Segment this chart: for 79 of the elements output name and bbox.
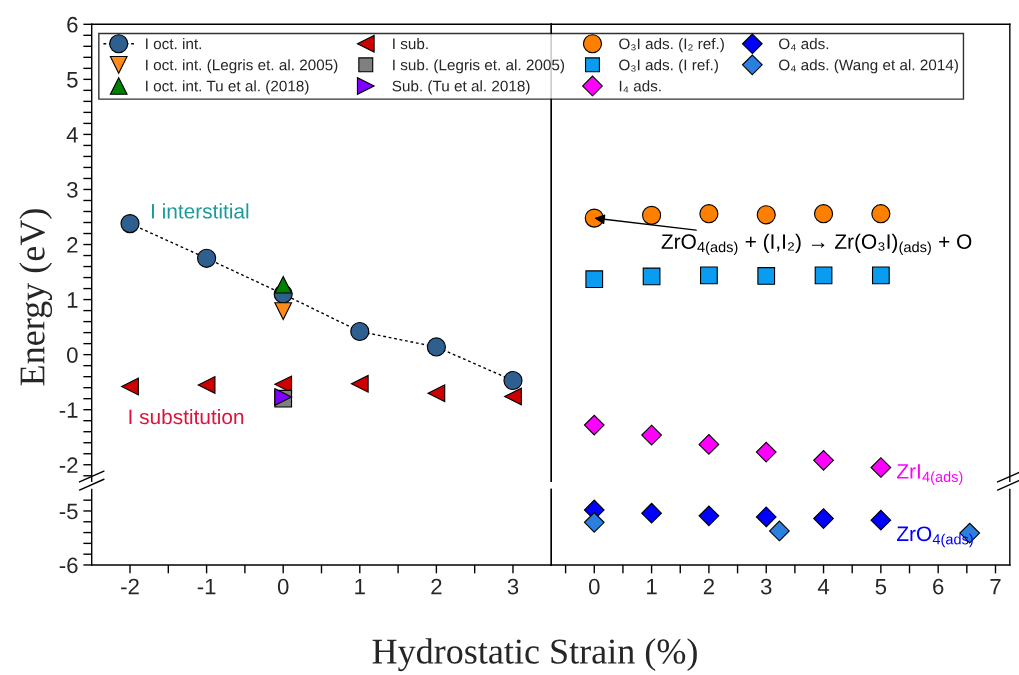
y-tick-label: 1 [67, 292, 78, 308]
legend-label: I₄ ads. [619, 80, 661, 93]
x-axis-title: Hydrostatic Strain (%) [372, 638, 697, 672]
y-tick-label: -5 [59, 503, 78, 520]
y-tick-label: 2 [67, 237, 78, 253]
point [120, 214, 140, 234]
point [871, 266, 890, 285]
y-tick-label: 4 [66, 127, 78, 143]
point [585, 270, 604, 289]
annotation: ZrO$_{4(ads)}$ [897, 526, 973, 548]
y-tick-label: -1 [59, 402, 78, 418]
point [274, 302, 293, 321]
y-tick-label: 0 [67, 347, 78, 363]
y-tick-label: 3 [67, 182, 78, 198]
legend-label: I oct. int. (Legris et. al. 2005) [146, 59, 338, 74]
legend-label: I sub. (Legris et. al. 2005) [393, 59, 565, 74]
legend-label: O₃I ads. (I₂ ref.) [619, 38, 724, 53]
y-axis-title: Energy (eV) [19, 209, 53, 386]
point [700, 266, 718, 285]
x-tick-label: 5 [875, 578, 887, 595]
y-tick-label: 6 [67, 16, 78, 33]
x-tick-label: 2 [703, 578, 714, 595]
point [274, 275, 293, 294]
point [870, 509, 892, 531]
point [350, 321, 370, 342]
annotation: I interstitial [152, 203, 249, 219]
point [755, 506, 777, 528]
point [350, 374, 369, 393]
legend-label: I sub. [393, 38, 428, 50]
point [871, 204, 891, 224]
point [197, 248, 217, 268]
x-tick-label: 0 [277, 578, 289, 595]
y-tick-label: 5 [67, 72, 78, 88]
point [426, 337, 446, 357]
point [504, 387, 522, 406]
x-tick-label: 1 [355, 578, 365, 595]
point [427, 384, 446, 403]
point [641, 502, 662, 524]
legend-label: O₃I ads. (I ref.) [619, 59, 718, 74]
annotation: ZrI$_{4(ads)}$ [897, 464, 963, 485]
legend-label: O₄ ads. (Wang et al. 2014) [779, 59, 958, 74]
x-tick-label: 3 [507, 578, 519, 595]
point [197, 376, 216, 394]
y-tick-label: -6 [59, 557, 78, 574]
point [121, 377, 139, 396]
annotation: ZrO$_{4(ads)}$ + (I,I₂) → Zr(O₃I)$_{(ads)}$ + O [661, 233, 972, 256]
x-tick-label: -2 [121, 578, 139, 595]
point [583, 511, 605, 533]
x-tick-label: 4 [817, 578, 830, 595]
point [642, 267, 661, 286]
x-tick-label: 7 [990, 578, 1001, 595]
point [756, 205, 776, 225]
point [813, 508, 834, 529]
point [698, 434, 720, 455]
point [755, 441, 777, 463]
point [814, 266, 833, 285]
point [813, 204, 834, 224]
y-tick-label: -2 [59, 457, 78, 473]
x-tick-label: 0 [588, 578, 600, 595]
legend-label: O₄ ads. [779, 38, 829, 51]
point [583, 414, 605, 436]
legend-label: I oct. int. [146, 38, 202, 50]
point [813, 449, 834, 471]
annotation: I substitution [129, 408, 244, 425]
point [757, 267, 776, 285]
point [642, 205, 662, 225]
point [769, 520, 790, 542]
x-tick-label: 2 [431, 578, 442, 595]
x-tick-label: -1 [197, 578, 216, 595]
legend-label: Sub. (Tu et al. 2018) [392, 80, 530, 95]
point [698, 505, 720, 527]
x-tick-label: 3 [760, 578, 772, 595]
point [503, 370, 523, 391]
point [870, 457, 892, 478]
legend-label: I oct. int. Tu et al. (2018) [146, 80, 309, 95]
x-tick-label: 6 [933, 578, 944, 595]
point [699, 204, 719, 224]
x-tick-label: 1 [647, 578, 657, 595]
point [641, 424, 662, 446]
